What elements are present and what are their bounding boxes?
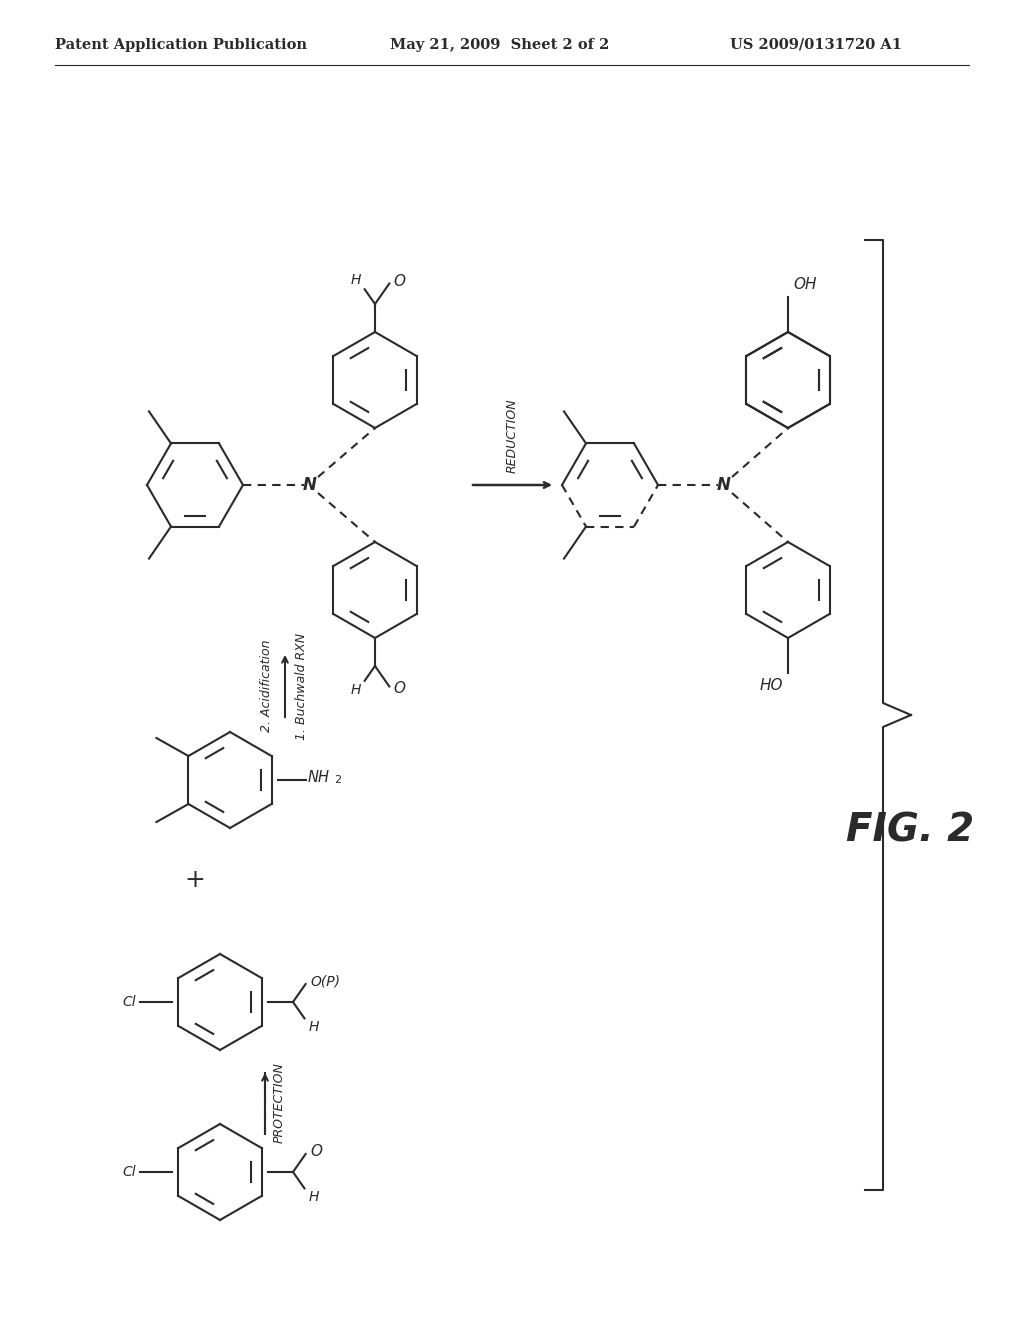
Text: REDUCTION: REDUCTION: [506, 399, 519, 473]
Text: 2: 2: [334, 775, 341, 785]
Text: O: O: [310, 1144, 323, 1159]
Text: HO: HO: [760, 678, 783, 693]
Text: Cl: Cl: [123, 1166, 136, 1179]
Text: 2. Acidification: 2. Acidification: [260, 640, 273, 733]
Text: Patent Application Publication: Patent Application Publication: [55, 38, 307, 51]
Text: Cl: Cl: [123, 995, 136, 1008]
Text: H: H: [308, 1020, 318, 1035]
Text: O: O: [393, 681, 406, 696]
Text: 1. Buchwald RXN: 1. Buchwald RXN: [295, 632, 308, 739]
Text: O: O: [393, 275, 406, 289]
Text: H: H: [350, 682, 360, 697]
Text: FIG. 2: FIG. 2: [846, 810, 974, 849]
Text: +: +: [184, 869, 206, 892]
Text: NH: NH: [308, 770, 330, 784]
Text: O(P): O(P): [310, 975, 341, 989]
Text: N: N: [717, 477, 731, 494]
Text: N: N: [303, 477, 317, 494]
Text: H: H: [350, 273, 360, 288]
Text: May 21, 2009  Sheet 2 of 2: May 21, 2009 Sheet 2 of 2: [390, 38, 609, 51]
Text: H: H: [308, 1191, 318, 1204]
Text: PROTECTION: PROTECTION: [273, 1063, 286, 1143]
Text: OH: OH: [793, 277, 816, 292]
Text: US 2009/0131720 A1: US 2009/0131720 A1: [730, 38, 902, 51]
